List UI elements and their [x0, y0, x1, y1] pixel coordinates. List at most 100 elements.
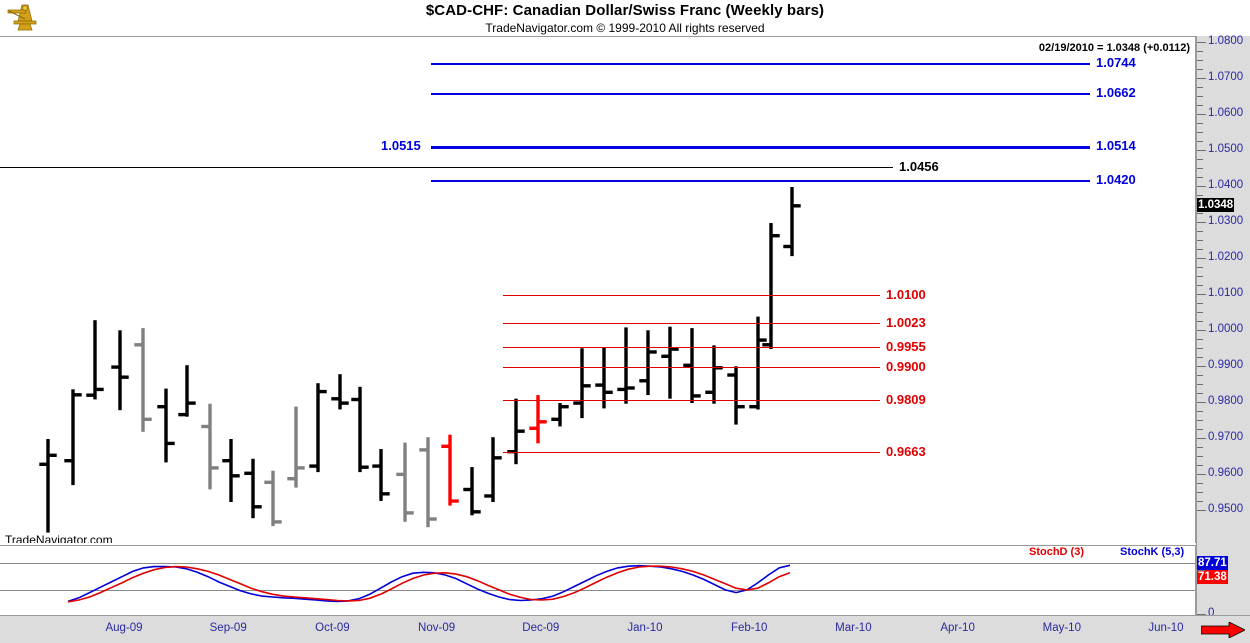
ohlc-bar: [39, 439, 57, 533]
price-minor-tick: [1197, 429, 1203, 430]
date-tick-label: Jan-10: [627, 622, 663, 634]
ohlc-bar: [551, 403, 569, 427]
price-tick: [1197, 222, 1206, 223]
watermark-label: TradeNavigator.com: [5, 533, 113, 543]
price-tick-label: 0.9800: [1208, 395, 1244, 407]
price-tick: [1197, 510, 1206, 511]
level-label: 0.9955: [886, 339, 926, 355]
price-minor-tick: [1197, 393, 1203, 394]
price-minor-tick: [1197, 276, 1203, 277]
ohlc-bar: [484, 437, 502, 502]
level-line[interactable]: [0, 166, 893, 168]
price-minor-tick: [1197, 411, 1203, 412]
stochastic-panel[interactable]: [0, 545, 1196, 615]
copyright-subtitle: TradeNavigator.com © 1999-2010 All right…: [485, 21, 765, 35]
price-tick: [1197, 114, 1206, 115]
price-tick: [1197, 294, 1206, 295]
price-minor-tick: [1197, 465, 1203, 466]
price-minor-tick: [1197, 285, 1203, 286]
ohlc-bar: [595, 347, 613, 409]
date-tick-label: May-10: [1042, 622, 1081, 634]
level-label: 0.9900: [886, 359, 926, 374]
level-label: 1.0662: [1096, 84, 1136, 100]
price-plot-area: 02/19/2010 = 1.0348 (+0.0112) TradeNavig…: [0, 37, 1195, 543]
ohlc-bar: [617, 327, 635, 404]
ohlc-bar: [309, 383, 327, 473]
price-minor-tick: [1197, 357, 1203, 358]
price-tick: [1197, 78, 1206, 79]
level-line[interactable]: [503, 295, 880, 296]
level-line[interactable]: [503, 367, 880, 368]
price-tick-label: 1.0600: [1208, 107, 1244, 119]
ohlc-bar: [419, 437, 437, 528]
ohlc-bar: [111, 330, 129, 411]
level-label: 1.0514: [1096, 137, 1136, 153]
ohlc-bar: [222, 439, 240, 502]
ohlc-bar: [351, 386, 369, 473]
ohlc-bars: [39, 187, 801, 533]
price-minor-tick: [1197, 60, 1203, 61]
level-line[interactable]: [431, 145, 1090, 149]
stoch-lower-guide: [0, 590, 1195, 591]
price-tick: [1197, 330, 1206, 331]
price-minor-tick: [1197, 51, 1203, 52]
level-label: 1.0023: [886, 314, 926, 330]
level-line[interactable]: [503, 322, 880, 324]
ohlc-bar: [783, 187, 801, 257]
scroll-forward-arrow-icon[interactable]: [1201, 622, 1245, 638]
price-minor-tick: [1197, 177, 1203, 178]
price-tick-label: 0.9500: [1208, 503, 1244, 515]
date-tick-label: Feb-10: [730, 622, 768, 634]
price-minor-tick: [1197, 501, 1203, 502]
price-minor-tick: [1197, 375, 1203, 376]
level-line[interactable]: [431, 179, 1090, 182]
level-line[interactable]: [503, 399, 880, 401]
price-tick-label: 0.9900: [1208, 359, 1244, 371]
date-tick-label: Oct-09: [315, 622, 350, 634]
price-minor-tick: [1197, 456, 1203, 457]
date-tick-label: Sep-09: [209, 622, 247, 634]
price-minor-tick: [1197, 483, 1203, 484]
price-chart-panel[interactable]: 02/19/2010 = 1.0348 (+0.0112) TradeNavig…: [0, 36, 1196, 543]
ohlc-bar: [134, 328, 152, 432]
price-minor-tick: [1197, 105, 1203, 106]
level-label: 1.0744: [1096, 55, 1136, 71]
ohlc-bar: [64, 389, 82, 486]
last-price-badge: 1.0348: [1197, 197, 1235, 212]
stoch-d-value-badge: 71.38: [1197, 570, 1228, 584]
price-minor-tick: [1197, 132, 1203, 133]
ohlc-bar: [705, 345, 723, 404]
date-axis[interactable]: Aug-09 Sep-09 Oct-09 Nov-09 Dec-09 Jan-10 Feb-…: [0, 615, 1250, 643]
last-quote-label: 02/19/2010 = 1.0348 (+0.0112): [1038, 42, 1190, 54]
price-tick: [1197, 402, 1206, 403]
level-label: 0.9663: [886, 444, 926, 460]
price-minor-tick: [1197, 249, 1203, 250]
price-tick-label: 0.9700: [1208, 431, 1244, 443]
ohlc-bar: [178, 365, 196, 417]
price-minor-tick: [1197, 420, 1203, 421]
price-tick-label: 1.0100: [1208, 287, 1244, 299]
price-minor-tick: [1197, 141, 1203, 142]
level-label: 1.0420: [1096, 171, 1136, 187]
price-tick: [1197, 474, 1206, 475]
price-axis[interactable]: 1.0800 1.0700 1.0600 1.0500 1.0400 1.0300 1.02…: [1196, 35, 1250, 619]
ohlc-bar: [157, 388, 175, 463]
page-title: $CAD-CHF: Canadian Dollar/Swiss Franc (W…: [425, 2, 825, 19]
price-minor-tick: [1197, 447, 1203, 448]
ohlc-bar: [762, 223, 780, 349]
price-minor-tick: [1197, 303, 1203, 304]
level-line[interactable]: [503, 452, 880, 454]
level-line[interactable]: [503, 347, 880, 349]
price-minor-tick: [1197, 384, 1203, 385]
level-line[interactable]: [431, 63, 1090, 66]
price-minor-tick: [1197, 339, 1203, 340]
price-tick-label: 1.0500: [1208, 143, 1244, 155]
sextant-navigator-logo-icon: [2, 1, 48, 34]
level-line[interactable]: [431, 92, 1090, 95]
level-label: 1.0100: [886, 287, 926, 302]
stochastic-lines: [67, 564, 791, 603]
date-tick-label: Mar-10: [835, 622, 872, 634]
price-minor-tick: [1197, 195, 1203, 196]
price-minor-tick: [1197, 312, 1203, 313]
